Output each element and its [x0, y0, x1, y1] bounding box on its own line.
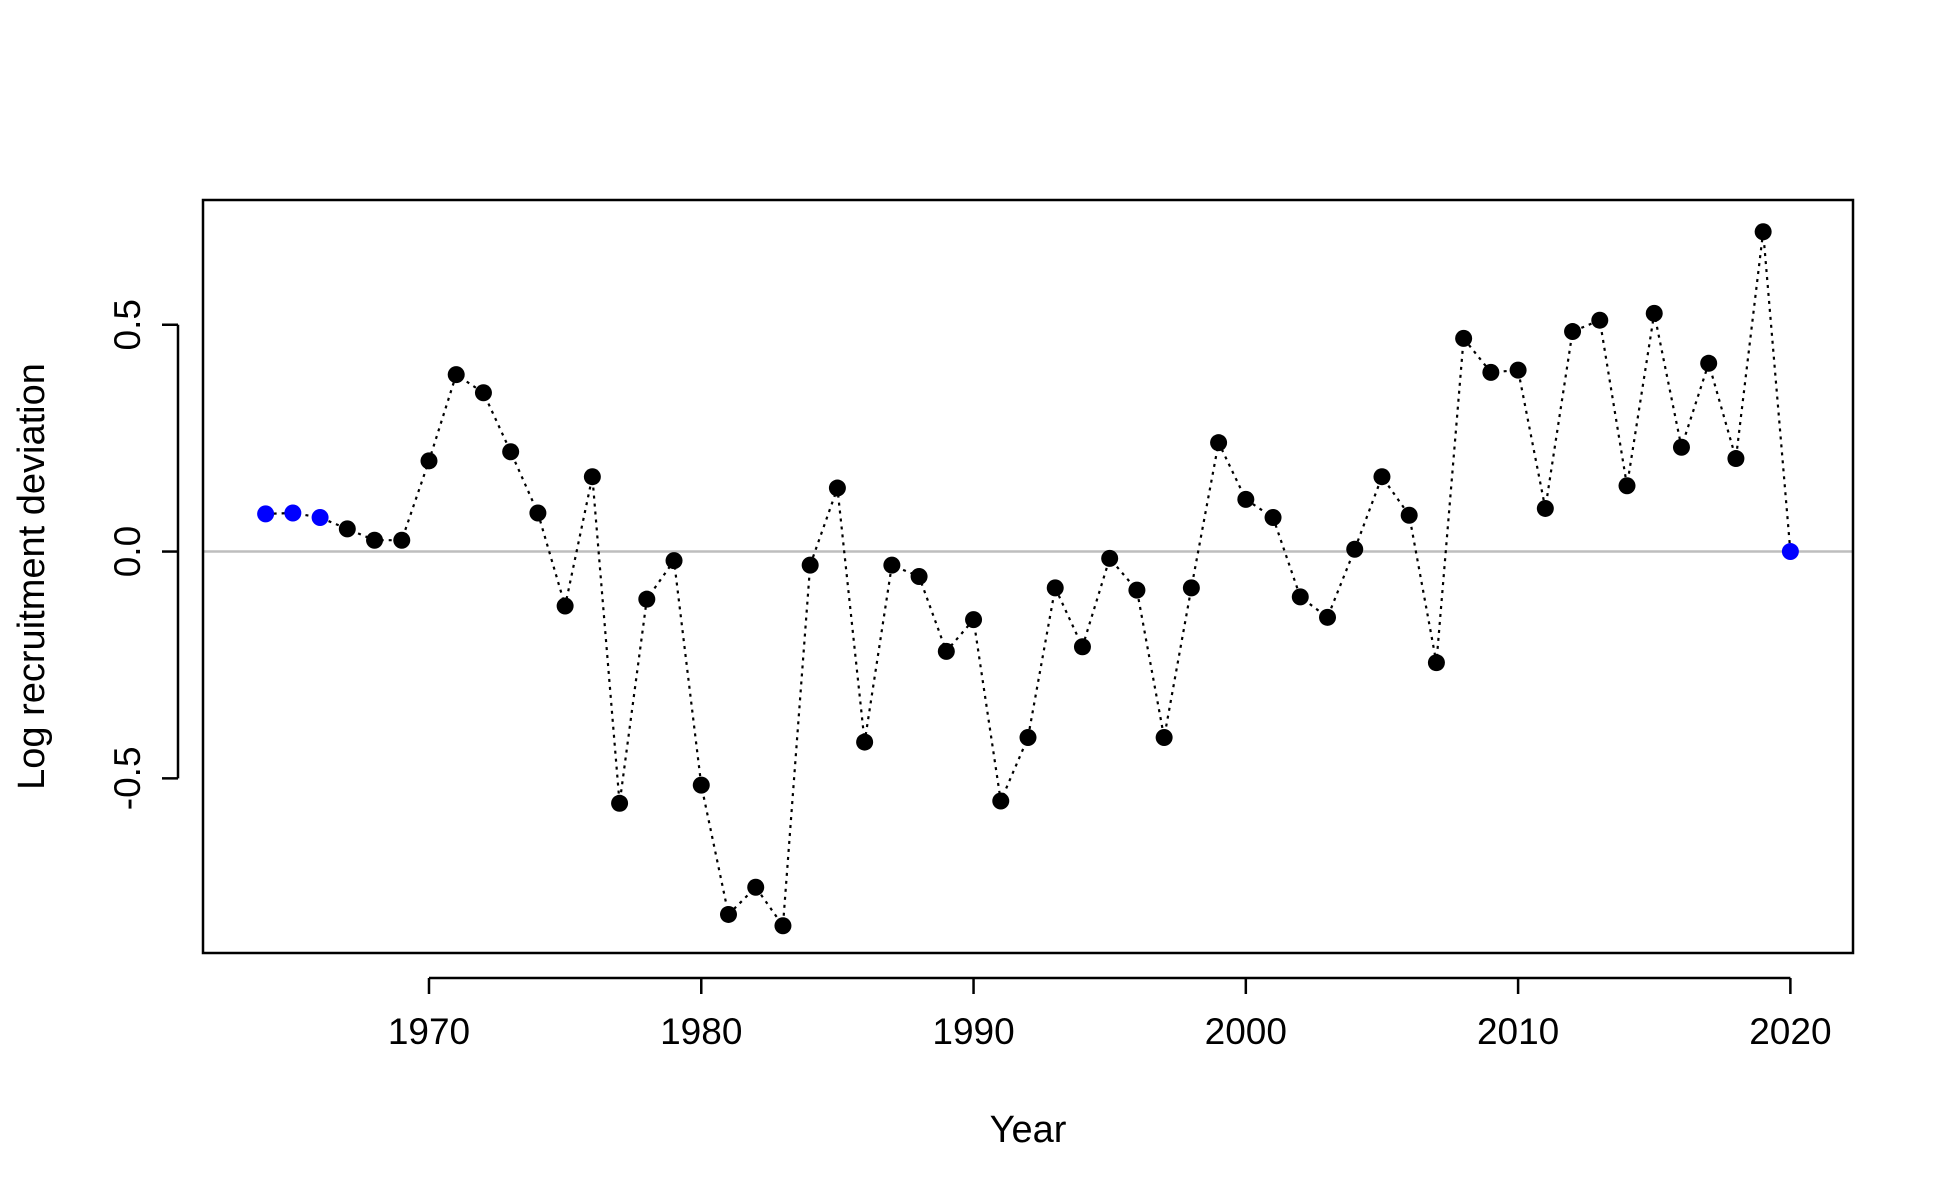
data-point-1993: [1046, 579, 1064, 597]
series-line-layer: [265, 231, 1792, 929]
data-point-1980: [692, 776, 710, 794]
data-point-1965: [284, 504, 302, 522]
x-tick-label-1970: 1970: [388, 1011, 470, 1052]
data-point-1971: [447, 366, 465, 384]
data-point-1984: [801, 556, 819, 574]
data-point-1995: [1101, 549, 1119, 567]
data-points-layer: [257, 223, 1799, 935]
data-point-1964: [257, 505, 275, 523]
data-point-1983: [774, 917, 792, 935]
data-point-1967: [338, 520, 356, 538]
data-point-2017: [1700, 354, 1718, 372]
x-tick-label-1980: 1980: [660, 1011, 742, 1052]
data-point-2008: [1455, 329, 1473, 347]
x-tick-label-2010: 2010: [1477, 1011, 1559, 1052]
data-point-2010: [1509, 361, 1527, 379]
data-point-2016: [1672, 438, 1690, 456]
data-point-2009: [1482, 363, 1500, 381]
data-point-1989: [937, 642, 955, 660]
data-point-1974: [529, 504, 547, 522]
data-point-2000: [1237, 490, 1255, 508]
data-point-1966: [311, 509, 329, 527]
data-point-1987: [883, 556, 901, 574]
data-point-1978: [638, 590, 656, 608]
data-point-1975: [556, 597, 574, 615]
data-point-1997: [1155, 729, 1173, 747]
data-point-1969: [393, 531, 411, 549]
data-point-2018: [1727, 450, 1745, 468]
y-tick-label-0.5: 0.5: [107, 299, 148, 350]
data-point-2012: [1564, 323, 1582, 341]
data-point-1979: [665, 552, 683, 570]
series-line: [265, 231, 1792, 929]
data-point-2020: [1781, 543, 1799, 561]
data-point-2013: [1591, 311, 1609, 329]
data-point-1970: [420, 452, 438, 470]
data-point-1985: [828, 479, 846, 497]
data-point-2007: [1427, 654, 1445, 672]
x-axis: 1970 1980 1990 2000 2010 2020: [388, 976, 1832, 1052]
y-tick-label-0.0: 0.0: [107, 526, 148, 577]
data-point-1999: [1210, 434, 1228, 452]
data-point-2019: [1754, 223, 1772, 241]
x-tick-label-1990: 1990: [932, 1011, 1014, 1052]
x-axis-title: Year: [990, 1109, 1067, 1151]
data-point-1981: [719, 905, 737, 923]
data-point-1998: [1182, 579, 1200, 597]
data-point-1973: [502, 443, 520, 461]
data-point-1994: [1073, 638, 1091, 656]
x-tick-label-2000: 2000: [1205, 1011, 1287, 1052]
y-tick-label--0.5: -0.5: [107, 746, 148, 810]
data-point-2003: [1319, 608, 1337, 626]
data-point-2002: [1291, 588, 1309, 606]
data-point-1990: [965, 611, 983, 629]
data-point-1976: [583, 468, 601, 486]
data-point-2005: [1373, 468, 1391, 486]
y-axis: -0.5 0.0 0.5: [107, 299, 180, 810]
data-point-1972: [474, 384, 492, 402]
data-point-2006: [1400, 506, 1418, 524]
data-point-1996: [1128, 581, 1146, 599]
data-point-1991: [992, 792, 1010, 810]
data-point-1968: [366, 531, 384, 549]
x-tick-label-2020: 2020: [1749, 1011, 1831, 1052]
data-point-1977: [611, 794, 629, 812]
data-point-2011: [1536, 499, 1554, 517]
data-point-1992: [1019, 729, 1037, 747]
data-point-2015: [1645, 304, 1663, 322]
data-point-2014: [1618, 477, 1636, 495]
data-point-2004: [1346, 540, 1364, 558]
data-point-1988: [910, 568, 928, 585]
plot-frame: [201, 198, 1855, 955]
data-point-2001: [1264, 509, 1282, 527]
data-point-1986: [856, 733, 874, 751]
y-axis-title: Log recruitment deviation: [11, 363, 53, 790]
data-point-1982: [747, 878, 765, 896]
